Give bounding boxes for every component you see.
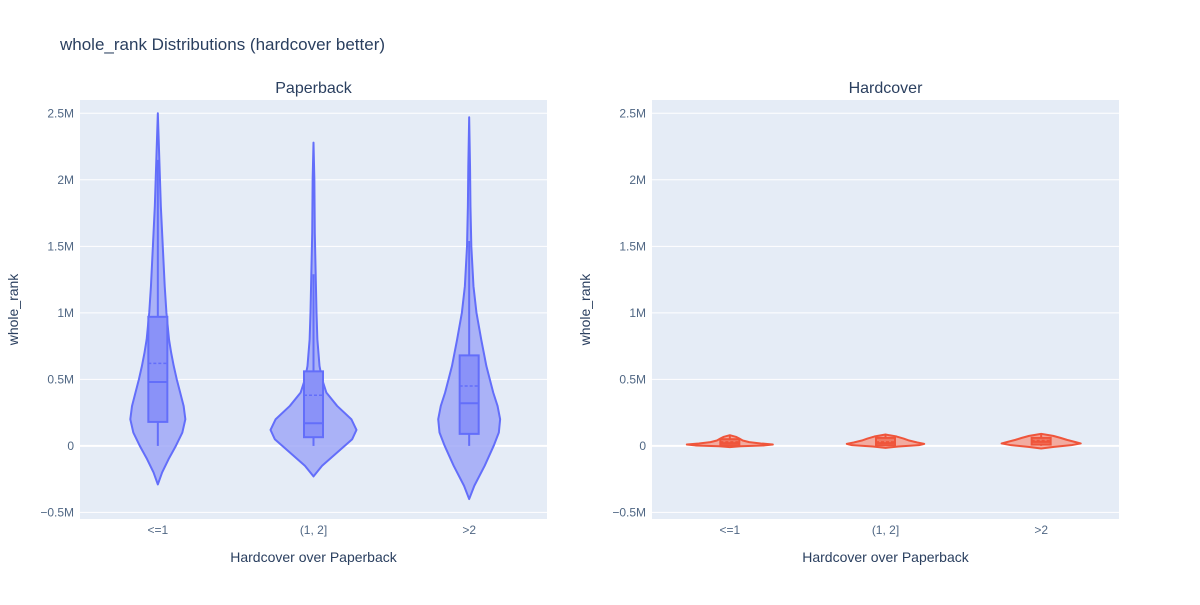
y-tick-label: 1M <box>629 306 646 320</box>
y-tick-label: 2M <box>57 173 74 187</box>
subplot-paperback: −0.5M 0 0.5M 1M 1.5M 2M 2.5M <=1 (1, 2] >2 Paperba… <box>5 80 547 565</box>
y-tick-label: 2M <box>629 173 646 187</box>
y-tick-label: −0.5M <box>612 505 646 519</box>
x-tick-label: (1, 2] <box>872 523 899 537</box>
violin-0 <box>129 112 187 486</box>
violin-0 <box>685 434 774 449</box>
x-axis-label: Hardcover over Paperback <box>802 549 970 565</box>
y-axis-label: whole_rank <box>5 273 21 347</box>
subplots: −0.5M 0 0.5M 1M 1.5M 2M 2.5M <=1 (1, 2] >2 Paperba… <box>5 80 1119 565</box>
violin-box <box>147 315 169 423</box>
x-tick-label: >2 <box>1034 523 1048 537</box>
subplot-title: Paperback <box>275 80 352 97</box>
x-tick-label: (1, 2] <box>300 523 327 537</box>
subplot-hardcover: −0.5M 0 0.5M 1M 1.5M 2M 2.5M <=1 (1, 2] >2 Hardcov… <box>577 80 1119 565</box>
y-tick-label: 0 <box>67 439 74 453</box>
violin-box <box>303 370 324 439</box>
y-tick-label: 1.5M <box>619 239 646 253</box>
y-tick-label: 1.5M <box>47 239 74 253</box>
y-axis-label: whole_rank <box>577 273 593 347</box>
violin-box <box>458 354 480 435</box>
x-tick-label: >2 <box>462 523 476 537</box>
x-tick-label: <=1 <box>719 523 740 537</box>
plot-background <box>652 100 1119 519</box>
violin-2 <box>1000 432 1082 450</box>
violin-1 <box>845 433 926 449</box>
y-tick-label: −0.5M <box>40 505 74 519</box>
figure-title: whole_rank Distributions (hardcover bett… <box>59 35 385 54</box>
y-tick-label: 2.5M <box>47 106 74 120</box>
subplot-title: Hardcover <box>849 80 923 97</box>
y-tick-label: 0.5M <box>47 372 74 386</box>
y-tick-label: 0.5M <box>619 372 646 386</box>
x-tick-label: <=1 <box>147 523 168 537</box>
y-tick-label: 2.5M <box>619 106 646 120</box>
violin-2 <box>437 116 502 501</box>
violin-1 <box>269 141 358 478</box>
x-axis-label: Hardcover over Paperback <box>230 549 398 565</box>
y-tick-label: 1M <box>57 306 74 320</box>
y-tick-label: 0 <box>639 439 646 453</box>
